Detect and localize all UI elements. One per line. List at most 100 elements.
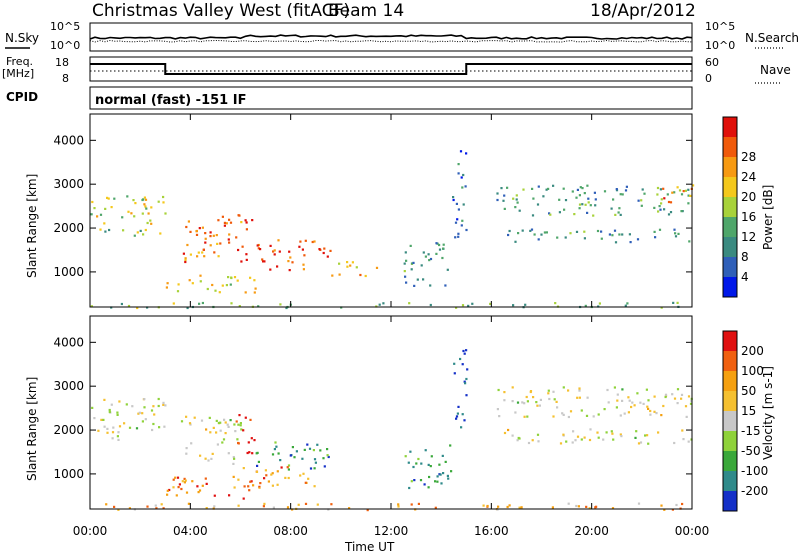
- echo-cell: [531, 439, 534, 442]
- echo-cell: [276, 483, 279, 486]
- echo-cell: [526, 415, 529, 418]
- echo-cell: [639, 401, 642, 404]
- echo-cell: [681, 210, 684, 213]
- echo-cell: [616, 393, 619, 396]
- echo-cell: [664, 395, 667, 399]
- echo-cell: [186, 306, 189, 310]
- echo-cell: [422, 251, 425, 254]
- echo-cell: [211, 283, 214, 287]
- echo-cell: [660, 414, 663, 417]
- echo-cell: [615, 406, 618, 409]
- nsky-label: N.Sky: [5, 31, 39, 45]
- echo-cell: [244, 291, 247, 294]
- echo-cell: [288, 269, 291, 272]
- echo-cell: [206, 287, 209, 291]
- echo-cell: [608, 233, 611, 236]
- echo-cell: [654, 236, 657, 239]
- echo-cell: [597, 436, 600, 439]
- echo-cell: [213, 251, 216, 254]
- echo-cell: [449, 444, 452, 447]
- nave-label: Nave: [760, 63, 791, 77]
- echo-cell: [615, 188, 618, 191]
- echo-cell: [143, 196, 146, 199]
- echo-cell: [442, 472, 445, 475]
- echo-cell: [174, 476, 177, 479]
- echo-cell: [106, 431, 109, 434]
- echo-cell: [210, 457, 213, 460]
- echo-cell: [111, 437, 114, 440]
- echo-cell: [104, 207, 107, 210]
- echo-cell: [441, 454, 444, 457]
- echo-cell: [676, 186, 679, 189]
- echo-cell: [413, 479, 416, 482]
- echo-cell: [301, 457, 304, 460]
- echo-cell: [355, 266, 358, 269]
- echo-cell: [147, 212, 150, 215]
- echo-cell: [100, 418, 103, 421]
- echo-cell: [217, 421, 220, 425]
- colorbar-tick-label: 50: [741, 384, 756, 398]
- echo-cell: [508, 504, 511, 507]
- echo-cell: [351, 261, 354, 264]
- echo-cell: [684, 405, 688, 408]
- echo-cell: [187, 502, 190, 505]
- echo-cell: [302, 472, 305, 475]
- echo-cell: [204, 232, 207, 235]
- echo-cell: [269, 268, 272, 271]
- echo-cell: [410, 480, 413, 483]
- echo-cell: [537, 238, 540, 241]
- echo-cell: [678, 189, 682, 192]
- echo-cell: [232, 462, 235, 465]
- echo-cell: [116, 413, 119, 416]
- echo-cell: [152, 422, 155, 426]
- echo-cell: [687, 188, 690, 191]
- echo-cell: [497, 505, 500, 508]
- echo-cell: [587, 197, 590, 200]
- colorbar-frame: [722, 330, 738, 512]
- echo-cell: [113, 505, 116, 508]
- echo-cell: [417, 457, 420, 461]
- x-tick-label: 00:00: [675, 524, 710, 538]
- echo-cell: [454, 236, 457, 239]
- echo-cell: [96, 215, 99, 218]
- echo-cell: [146, 221, 149, 225]
- echo-cell: [247, 485, 250, 488]
- echo-cell: [619, 414, 622, 417]
- echo-cell: [454, 221, 458, 224]
- echo-cell: [562, 386, 565, 389]
- echo-cell: [555, 400, 558, 403]
- echo-cell: [427, 253, 430, 256]
- echo-cell: [198, 302, 201, 305]
- nsky-tick-hi-right: 10^5: [705, 20, 735, 33]
- echo-cell: [271, 472, 274, 475]
- colorbar-tick-label: -15: [741, 424, 761, 438]
- colorbar-swatch: [723, 411, 737, 431]
- echo-cell: [455, 415, 459, 418]
- echo-cell: [589, 428, 592, 431]
- echo-cell: [128, 507, 131, 510]
- echo-cell: [597, 413, 600, 416]
- echo-cell: [195, 229, 198, 233]
- echo-cell: [271, 453, 275, 456]
- echo-cell: [506, 505, 509, 509]
- echo-cell: [279, 459, 282, 462]
- echo-cell: [647, 399, 650, 402]
- echo-cell: [580, 409, 583, 412]
- echo-cell: [287, 260, 290, 263]
- y-tick-label: 1000: [53, 467, 84, 481]
- echo-cell: [106, 196, 109, 199]
- echo-cell: [403, 270, 406, 273]
- echo-cell: [184, 479, 187, 482]
- colorbar-tick-label: -100: [741, 464, 768, 478]
- echo-cell: [465, 377, 468, 381]
- echo-cell: [689, 194, 692, 197]
- echo-cell: [235, 420, 238, 423]
- echo-cell: [558, 198, 561, 201]
- echo-cell: [658, 228, 662, 231]
- echo-cell: [198, 489, 202, 492]
- echo-cell: [196, 485, 199, 488]
- echo-cell: [142, 198, 145, 201]
- echo-cell: [637, 502, 641, 505]
- echo-cell: [246, 451, 249, 455]
- echo-cell: [465, 394, 468, 397]
